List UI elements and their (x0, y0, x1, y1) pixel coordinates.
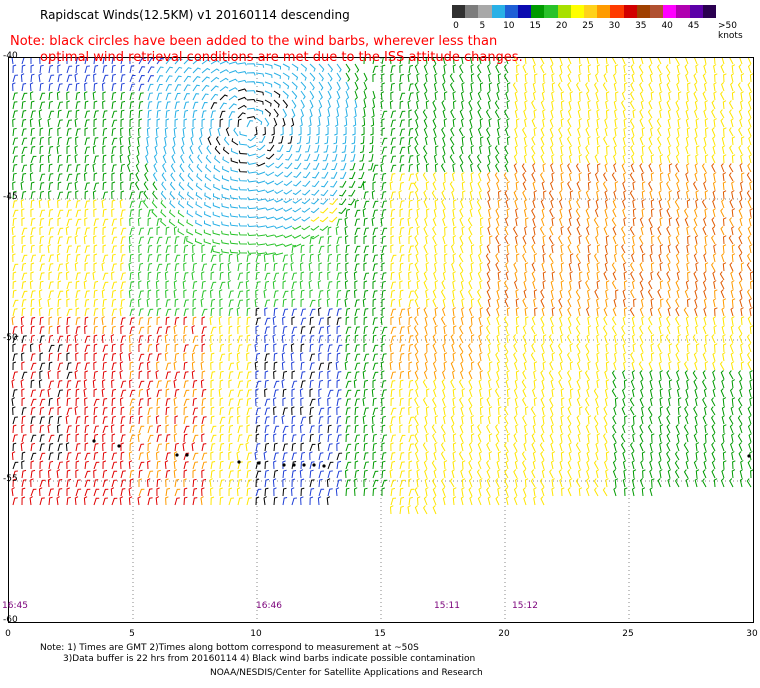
longitude-label: 25 (622, 629, 634, 639)
scale-label: 30 (608, 21, 621, 31)
scale-swatch (518, 5, 532, 18)
scale-swatch (465, 5, 479, 18)
scale-swatch (610, 5, 625, 18)
scale-swatch (544, 5, 559, 18)
longitude-label: 20 (498, 629, 510, 639)
time-label: 16:45 (2, 601, 28, 611)
scale-swatch (650, 5, 664, 18)
scale-swatch (557, 5, 572, 18)
wind-barb-map (8, 57, 754, 623)
wind-barbs (11, 58, 753, 515)
scale-label: 0 (453, 21, 459, 31)
product-title: Rapidscat Winds(12.5KM) v1 20160114 desc… (40, 8, 350, 22)
scale-swatch (689, 5, 704, 18)
attitude-note-line2: optimal wind retrieval conditions are me… (40, 50, 523, 65)
scale-swatch (597, 5, 611, 18)
attitude-note-line1: Note: black circles have been added to t… (10, 34, 498, 49)
scale-swatch (504, 5, 519, 18)
scale-swatch (570, 5, 585, 18)
wind-speed-scale-labels: 0 5 10 15 20 25 30 35 40 45 >50 knots (452, 21, 760, 41)
scale-swatch (531, 5, 545, 18)
time-label: 15:11 (434, 601, 460, 611)
latitude-label: -40 (3, 51, 18, 61)
scale-label: 10 (503, 21, 515, 31)
scale-swatch (702, 5, 717, 18)
footnote-line2: 3)Data buffer is 22 hrs from 20160114 4)… (63, 654, 476, 664)
longitude-label: 10 (250, 629, 262, 639)
scale-label: 45 (687, 21, 700, 31)
scale-label: >50 knots (718, 21, 743, 41)
wind-speed-color-scale (452, 5, 717, 18)
latitude-label: -50 (3, 333, 18, 343)
time-label: 15:12 (512, 601, 538, 611)
footnote-line1: Note: 1) Times are GMT 2)Times along bot… (40, 643, 419, 653)
scale-swatch (452, 5, 466, 18)
scale-swatch (491, 5, 506, 18)
scale-swatch (663, 5, 677, 18)
credit-line: NOAA/NESDIS/Center for Satellite Applica… (210, 668, 483, 678)
latitude-label: -45 (3, 192, 18, 202)
scale-swatch (676, 5, 691, 18)
scale-label: 25 (582, 21, 594, 31)
scale-swatch (636, 5, 651, 18)
time-label: 16:46 (256, 601, 282, 611)
latitude-label: -55 (3, 474, 18, 484)
scale-label: 5 (479, 21, 486, 31)
scale-label: 15 (529, 21, 541, 31)
scale-swatch (478, 5, 493, 18)
quality-flag-circles (92, 439, 751, 468)
longitude-label: 5 (129, 629, 135, 639)
scale-label: 40 (661, 21, 673, 31)
scale-swatch (584, 5, 598, 18)
longitude-label: 0 (5, 629, 11, 639)
scale-swatch (623, 5, 638, 18)
latitude-label: -60 (3, 615, 18, 625)
scale-label: 20 (555, 21, 568, 31)
scale-label: 35 (635, 21, 647, 31)
longitude-label: 15 (374, 629, 386, 639)
longitude-label: 30 (746, 629, 758, 639)
wind-barb-field (9, 58, 753, 622)
